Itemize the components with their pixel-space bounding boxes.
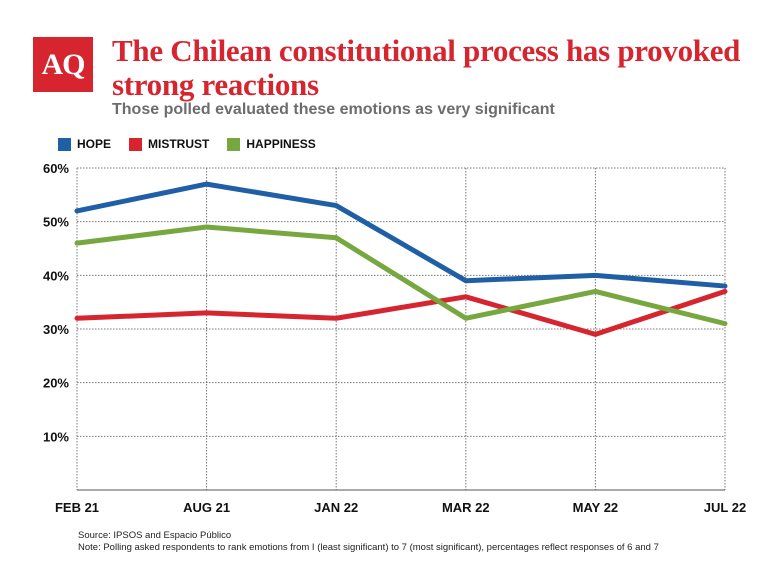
aq-logo: AQ [33, 37, 93, 92]
legend-label-happiness: HAPPINESS [246, 137, 316, 151]
legend-item-happiness: HAPPINESS [227, 137, 316, 151]
legend-label-hope: HOPE [77, 137, 112, 151]
legend-swatch-hope [58, 137, 71, 151]
series-line-happiness [74, 224, 728, 327]
legend-swatch-happiness [227, 137, 241, 151]
series-line-mistrust [74, 288, 728, 337]
chart-title: The Chilean constitutional process has p… [112, 33, 741, 102]
y-tick-label: 10% [43, 429, 69, 444]
legend-item-hope: HOPE [58, 137, 111, 151]
y-tick-label: 30% [43, 322, 69, 337]
source-notes: Source: IPSOS and Espacio Público Note: … [78, 530, 659, 554]
x-tick-label: MAY 22 [573, 500, 619, 515]
y-tick-label: 60% [43, 161, 69, 176]
x-tick-label: FEB 21 [55, 500, 99, 515]
note-text: Note: Polling asked respondents to rank … [78, 542, 659, 553]
series-line-hope [74, 181, 728, 289]
y-tick-label: 50% [43, 215, 69, 230]
chart-subtitle: Those polled evaluated these emotions as… [112, 101, 555, 118]
legend-item-mistrust: MISTRUST [129, 137, 209, 151]
x-tick-label: JUL 22 [704, 500, 746, 515]
legend-label-mistrust: MISTRUST [148, 137, 210, 151]
x-tick-label: MAR 22 [442, 500, 490, 515]
line-chart: 10% 20% 30% 40% 50% 60% FEB 21 AUG 21 JAN 22 MAR … [43, 161, 746, 515]
source-text: Source: IPSOS and Espacio Público [78, 530, 232, 541]
x-tick-label: JAN 22 [314, 500, 358, 515]
legend: HOPE MISTRUST HAPPINESS [58, 137, 316, 151]
x-tick-label: AUG 21 [183, 500, 230, 515]
legend-swatch-mistrust [129, 137, 143, 151]
y-tick-label: 20% [43, 376, 69, 391]
y-tick-label: 40% [43, 268, 69, 283]
